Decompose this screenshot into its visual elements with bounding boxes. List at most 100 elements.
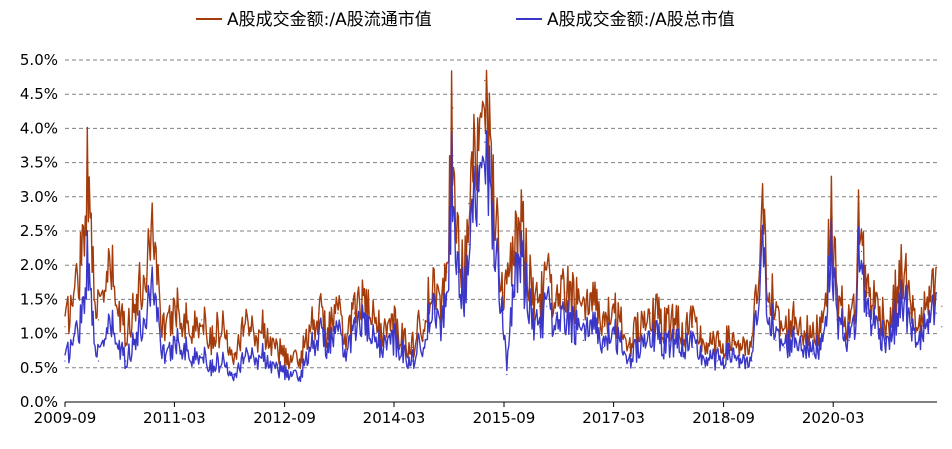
data-point [941,305,943,307]
data-point [343,339,345,341]
x-tick-label: 2012-09 [253,409,316,427]
data-point [767,278,769,280]
data-point [201,319,203,321]
data-point [103,292,105,294]
data-point [154,298,156,300]
data-point [821,319,823,321]
data-point [91,250,93,253]
data-point [343,353,345,355]
data-point [232,374,234,376]
data-point [73,339,75,341]
data-point [783,346,785,348]
data-point [261,326,263,328]
data-point [446,271,448,273]
data-point [506,374,508,376]
data-point [889,339,891,341]
data-point [593,292,596,294]
data-point [261,353,263,355]
data-point [487,196,489,198]
data-point [151,209,153,212]
series-1 [64,69,943,370]
series-2 [64,130,943,383]
y-tick-label: 5.0% [20,51,58,69]
data-point [637,326,639,328]
data-point [836,319,838,321]
data-point [745,353,747,355]
data-point [318,312,320,314]
data-point [183,319,185,321]
data-point [827,292,829,294]
data-point [760,216,762,218]
data-point [353,312,355,314]
data-point [664,346,667,348]
data-point [183,346,185,348]
data-point [360,298,363,300]
data-point [462,298,464,300]
data-point [745,367,747,369]
data-point [554,333,557,335]
data-point [649,312,652,314]
data-point [159,312,161,314]
data-point [64,360,66,362]
x-axis: 2009-09 2011-03 2012-09 2014-03 2015-09 2017-… [34,401,937,427]
data-point [793,319,795,321]
data-point [422,339,424,341]
data-point [564,319,566,321]
data-point [858,237,860,239]
data-point [554,312,557,314]
data-point [897,285,899,287]
data-point [525,292,527,294]
data-point [637,346,639,348]
data-point [221,326,223,328]
data-point [287,374,289,376]
data-point [502,292,504,294]
data-point [611,333,613,335]
data-point [449,216,452,218]
data-point [310,346,312,348]
data-point [629,360,631,362]
data-point [831,216,833,218]
data-point [855,319,858,321]
data-point [393,339,395,341]
legend-entry-2: A股成交金额:/A股总市值 [516,10,735,30]
data-point [86,182,88,184]
data-point [513,250,515,253]
data-point [935,312,937,314]
data-point [440,312,442,314]
data-point [474,127,476,129]
data-point [704,360,706,362]
data-point [221,360,223,362]
data-point [897,312,899,314]
data-point [903,271,906,273]
data-point [271,346,273,348]
data-point [831,250,833,253]
data-point [134,305,136,307]
y-tick-label: 1.0% [20,325,58,343]
data-point [492,223,494,225]
y-tick-label: 2.0% [20,256,58,274]
data-point [255,360,257,362]
data-point [310,326,312,328]
data-point [474,175,476,177]
data-point [783,333,785,335]
data-point [858,203,860,205]
y-tick-label: 4.5% [20,85,58,103]
data-point [919,326,922,328]
data-point [574,298,576,300]
data-point [151,271,153,273]
data-point [281,370,283,372]
data-point [574,326,576,328]
data-point [506,298,508,300]
data-point [369,319,371,321]
data-point [210,339,212,341]
legend-entry-1: A股成交金额:/A股流通市值 [196,10,432,30]
data-point [812,353,814,355]
data-point [255,339,257,341]
series-line [64,69,938,370]
data-point [805,346,807,348]
data-point [299,360,301,362]
data-point [360,319,363,321]
data-point [664,326,667,328]
